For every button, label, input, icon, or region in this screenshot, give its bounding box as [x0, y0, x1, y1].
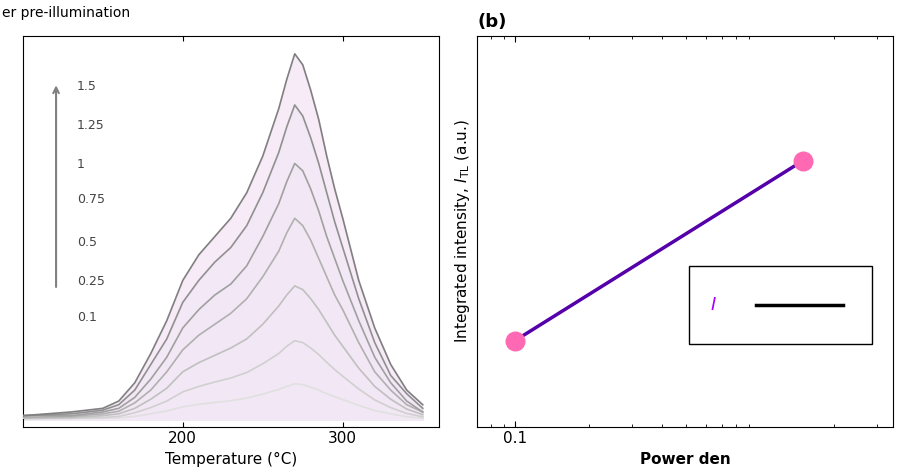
Text: er pre-illumination: er pre-illumination [2, 6, 130, 20]
Text: 0.25: 0.25 [76, 275, 104, 288]
Text: 0.5: 0.5 [76, 237, 97, 249]
X-axis label: Temperature (°C): Temperature (°C) [165, 452, 297, 467]
Text: 1.25: 1.25 [76, 119, 104, 132]
Y-axis label: Integrated intensity, $\mathit{I}_{\rm{TL}}$ (a.u.): Integrated intensity, $\mathit{I}_{\rm{T… [453, 119, 472, 343]
Point [508, 337, 522, 345]
X-axis label: Power den: Power den [640, 452, 731, 467]
Text: 0.1: 0.1 [76, 310, 96, 324]
Text: $\mathit{I}$: $\mathit{I}$ [710, 296, 717, 314]
Text: 1.5: 1.5 [76, 80, 96, 93]
Text: 1: 1 [76, 158, 85, 171]
FancyBboxPatch shape [689, 266, 872, 345]
Text: 0.75: 0.75 [76, 193, 105, 206]
Point [796, 157, 810, 164]
Text: (b): (b) [477, 13, 507, 31]
